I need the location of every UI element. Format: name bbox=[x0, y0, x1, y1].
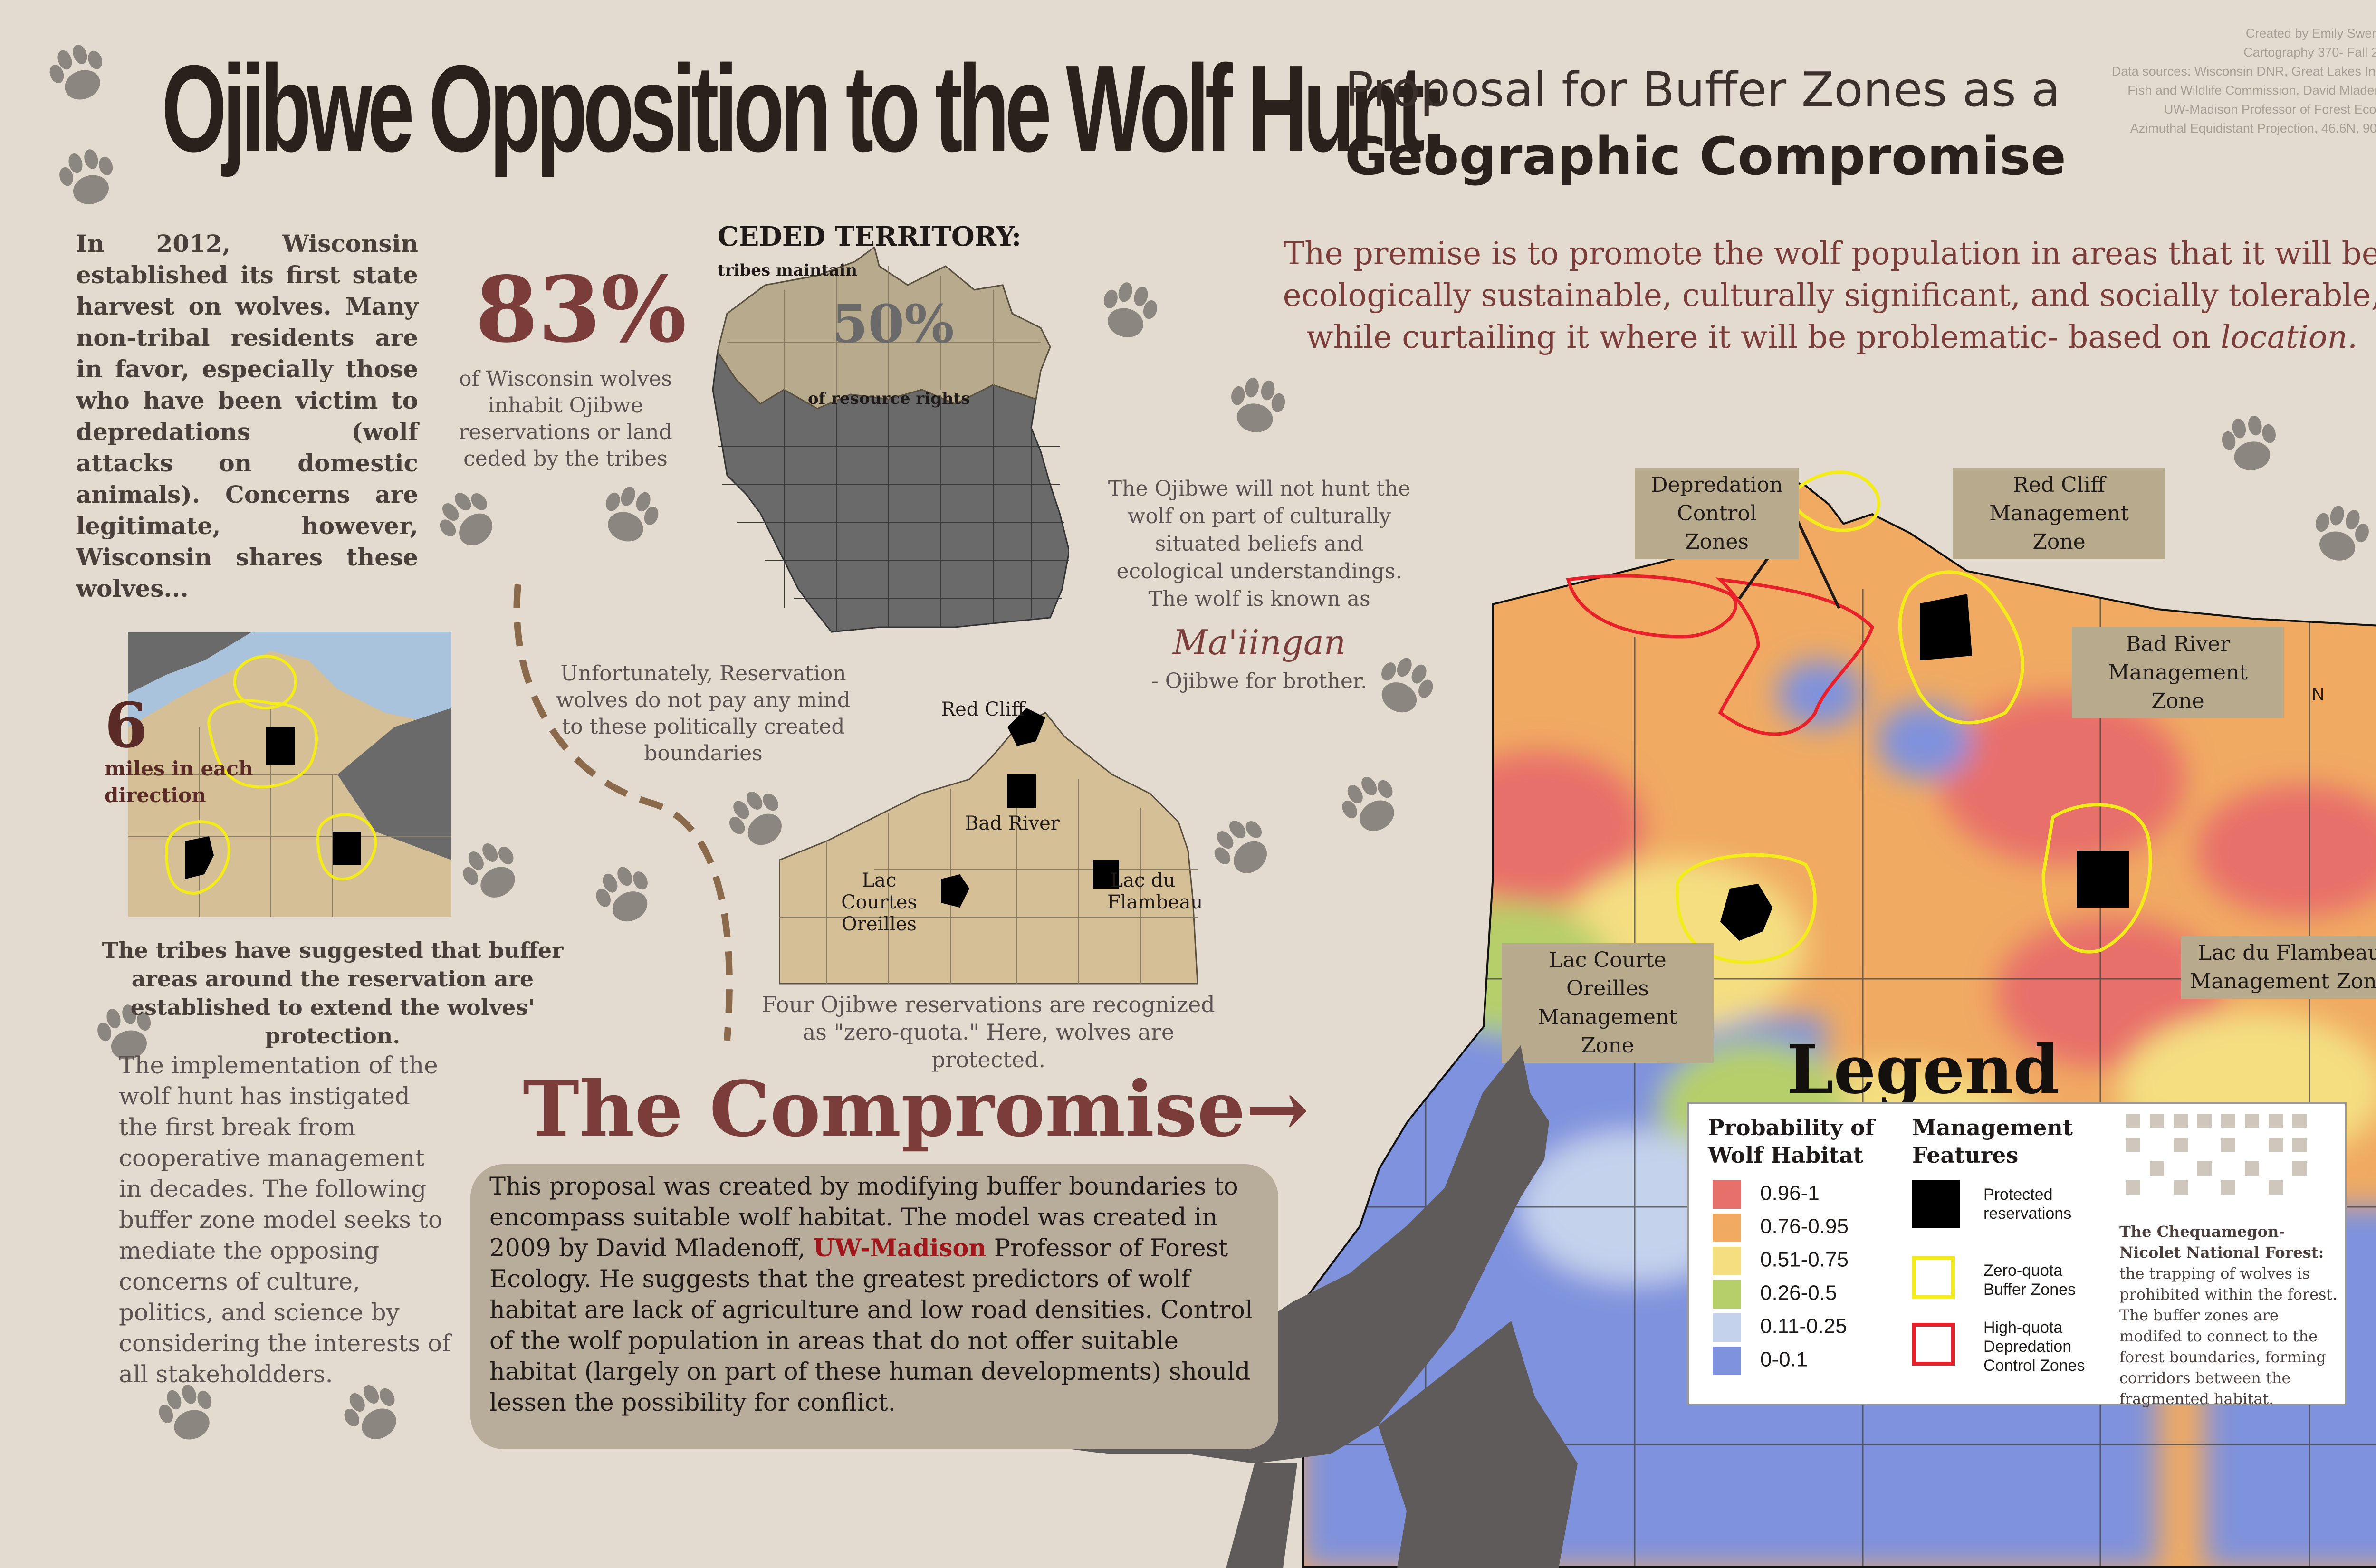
maiingan-word: Ma'iingan bbox=[1172, 622, 1346, 662]
credit-line: Cartography 370- Fall 2013 bbox=[2243, 45, 2376, 59]
paw-print-icon bbox=[1226, 374, 1289, 437]
reservation-boundaries-note: Unfortunately, Reservation wolves do not… bbox=[556, 661, 851, 765]
map-label-lac-courtes-oreilles: Lac Courtes Oreilles bbox=[841, 870, 917, 935]
ceded-line-2: of resource rights bbox=[808, 389, 970, 408]
zero-quota-caption: Four Ojibwe reservations are recognized … bbox=[762, 992, 1215, 1072]
paw-print-icon bbox=[54, 144, 121, 210]
subtitle-line-2: Geographic Compromise bbox=[1345, 126, 2066, 187]
forest-note-text: the trapping of wolves is prohibited wit… bbox=[2119, 1264, 2338, 1408]
paw-print-icon bbox=[1095, 277, 1162, 344]
premise-text: The premise is to promote the wolf popul… bbox=[1283, 235, 2376, 355]
legend-feature-label: Protected reservations bbox=[1983, 1186, 2072, 1223]
legend-row: 0-0.1 bbox=[1713, 1347, 1808, 1375]
legend-features-title: Management Features bbox=[1912, 1115, 2073, 1168]
label-red-cliff-zone: Red Cliff Management Zone bbox=[1953, 468, 2165, 559]
swatch-depredation-zones bbox=[1912, 1323, 1955, 1366]
proposal-part-1: This proposal was created by modifying b… bbox=[489, 1173, 1238, 1262]
ceded-50-percent: 50% bbox=[832, 293, 954, 354]
legend-row: 0.51-0.75 bbox=[1713, 1247, 1849, 1275]
wisconsin-ceded-territory-map: tribes maintain 50% of resource rights bbox=[712, 247, 1069, 633]
legend-label: 0-0.1 bbox=[1760, 1348, 1808, 1371]
implementation-paragraph: The implementation of the wolf hunt has … bbox=[119, 1052, 451, 1388]
proposal-panel bbox=[470, 1164, 1278, 1449]
compromise-heading: The Compromise→ bbox=[523, 1064, 1310, 1154]
forest-note: The Chequamegon-Nicolet National Forest:… bbox=[2119, 1221, 2338, 1409]
dashed-connector-arrow bbox=[513, 584, 733, 1041]
swatch-protected-reservations bbox=[1912, 1180, 1960, 1228]
credit-line: Data sources: Wisconsin DNR, Great Lakes… bbox=[2111, 64, 2376, 78]
proposal-text: This proposal was created by modifying b… bbox=[489, 1171, 1269, 1418]
howling-wolf-silhouette bbox=[988, 1045, 1578, 1568]
label-lco-zone: Lac Courte Oreilles Management Zone bbox=[1502, 943, 1714, 1063]
paw-print-icon bbox=[430, 481, 506, 558]
credit-line: Fish and Wildlife Commission, David Mlad… bbox=[2127, 83, 2376, 97]
credit-line: Created by Emily Swenson bbox=[2245, 26, 2376, 40]
six-miles-value: 6 bbox=[105, 689, 148, 762]
label-bad-river-zone: Bad River Management Zone bbox=[2072, 627, 2284, 718]
legend-row: 0.96-1 bbox=[1713, 1180, 1820, 1209]
paw-print-icon bbox=[595, 480, 665, 550]
forest-pattern-swatch bbox=[2121, 1109, 2330, 1199]
swatch bbox=[1713, 1347, 1741, 1375]
buffer-inset-map bbox=[128, 632, 451, 917]
map-label-lac-du-flambeau: Lac du Flambeau bbox=[1107, 870, 1203, 913]
swatch-buffer-zones bbox=[1912, 1256, 1955, 1299]
intro-paragraph: In 2012, Wisconsin established its first… bbox=[76, 229, 418, 602]
proposal-part-2: Professor of Forest Ecology. He suggests… bbox=[489, 1234, 1253, 1417]
map-label-red-cliff: Red Cliff bbox=[941, 698, 1025, 720]
subtitle-line-1: Proposal for Buffer Zones as a bbox=[1345, 62, 2060, 117]
legend-label: 0.96-1 bbox=[1760, 1181, 1820, 1205]
legend-label: 0.76-0.95 bbox=[1760, 1214, 1849, 1238]
buffer-suggestion: The tribes have suggested that buffer ar… bbox=[102, 937, 564, 1049]
swatch bbox=[1713, 1214, 1741, 1242]
six-miles-caption: miles in each direction bbox=[105, 757, 253, 807]
ceded-territory-title: CEDED TERRITORY: bbox=[718, 221, 1022, 252]
swatch bbox=[1713, 1313, 1741, 1342]
reservations-map bbox=[779, 708, 1198, 985]
credits-block: Created by Emily Swenson Cartography 370… bbox=[1925, 24, 2376, 138]
stat-83-percent: 83% bbox=[475, 257, 687, 363]
legend-label: 0.51-0.75 bbox=[1760, 1248, 1849, 1272]
poster-title: Ojibwe Opposition to the Wolf Hunt: bbox=[162, 40, 1448, 178]
legend-row: 0.76-0.95 bbox=[1713, 1214, 1849, 1242]
ceded-line-1: tribes maintain bbox=[718, 261, 857, 280]
label-depredation-zones: Depredation Control Zones bbox=[1635, 468, 1799, 559]
credit-line: Azimuthal Equidistant Projection, 46.6N,… bbox=[2130, 121, 2376, 135]
north-arrow-label: N bbox=[2312, 684, 2324, 704]
label-ldf-zone: Lac du Flambeau Management Zone bbox=[2181, 936, 2376, 999]
credit-line: UW-Madison Professor of Forest Ecology bbox=[2164, 102, 2376, 116]
forest-note-title: The Chequamegon-Nicolet National Forest: bbox=[2119, 1223, 2324, 1262]
swatch bbox=[1713, 1247, 1741, 1275]
paw-print-icon bbox=[1204, 809, 1281, 886]
paw-print-icon bbox=[43, 38, 113, 108]
legend-label: 0.26-0.5 bbox=[1760, 1281, 1837, 1305]
premise-statement: The premise is to promote the wolf popul… bbox=[1278, 233, 2376, 358]
legend-feature-label: High-quota Depredation Control Zones bbox=[1983, 1319, 2085, 1375]
swatch bbox=[1713, 1180, 1741, 1209]
legend-panel: Probability of Wolf Habitat 0.96-1 0.76-… bbox=[1687, 1102, 2347, 1405]
premise-emphasis: location. bbox=[2220, 319, 2357, 355]
legend-feature-label: Zero-quota Buffer Zones bbox=[1983, 1262, 2076, 1299]
legend-row: 0.26-0.5 bbox=[1713, 1280, 1837, 1309]
swatch bbox=[1713, 1280, 1741, 1309]
map-label-bad-river: Bad River bbox=[965, 813, 1060, 834]
ojibwe-belief-note: The Ojibwe will not hunt the wolf on par… bbox=[1108, 477, 1411, 611]
maiingan-meaning: - Ojibwe for brother. bbox=[1151, 669, 1368, 693]
uw-madison-highlight: UW-Madison bbox=[813, 1234, 987, 1262]
stat-caption: of Wisconsin wolves inhabit Ojibwe reser… bbox=[459, 367, 672, 471]
legend-habitat-title: Probability of Wolf Habitat bbox=[1708, 1115, 1875, 1168]
legend-label: 0.11-0.25 bbox=[1760, 1314, 1847, 1338]
legend-row: 0.11-0.25 bbox=[1713, 1313, 1847, 1342]
legend-title: Legend bbox=[1787, 1031, 2060, 1109]
